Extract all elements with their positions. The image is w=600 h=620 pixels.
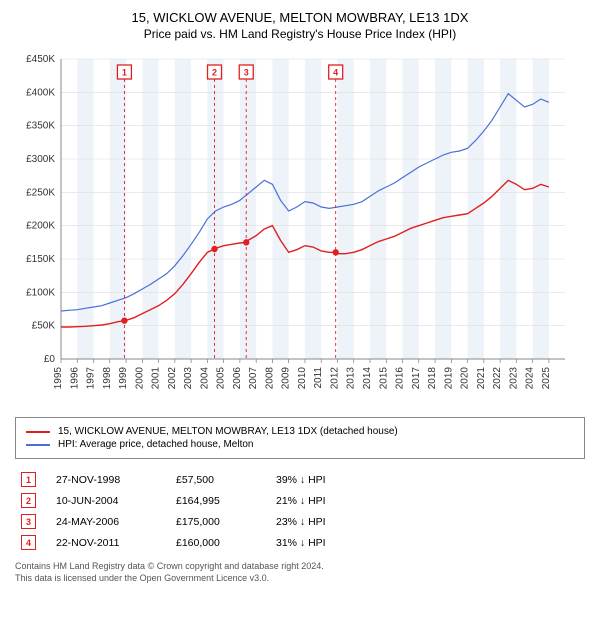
legend-swatch — [26, 444, 50, 446]
svg-text:2019: 2019 — [443, 367, 454, 390]
svg-text:2005: 2005 — [216, 367, 227, 390]
svg-text:2010: 2010 — [297, 367, 308, 390]
svg-text:£450K: £450K — [26, 54, 55, 65]
svg-text:£50K: £50K — [32, 321, 56, 332]
sale-marker: 4 — [21, 535, 36, 550]
sale-row: 1 27-NOV-1998 £57,500 39% ↓ HPI — [15, 469, 585, 490]
svg-text:2006: 2006 — [232, 367, 243, 390]
svg-text:2022: 2022 — [492, 367, 503, 390]
sale-row: 2 10-JUN-2004 £164,995 21% ↓ HPI — [15, 490, 585, 511]
svg-text:2020: 2020 — [460, 367, 471, 390]
legend: 15, WICKLOW AVENUE, MELTON MOWBRAY, LE13… — [15, 417, 585, 459]
svg-text:2015: 2015 — [378, 367, 389, 390]
svg-text:2024: 2024 — [525, 367, 536, 390]
svg-text:2001: 2001 — [151, 367, 162, 390]
svg-text:1997: 1997 — [86, 367, 97, 390]
svg-text:£100K: £100K — [26, 287, 55, 298]
svg-text:2: 2 — [212, 68, 217, 78]
svg-text:2021: 2021 — [476, 367, 487, 390]
sale-marker: 2 — [21, 493, 36, 508]
sale-row: 3 24-MAY-2006 £175,000 23% ↓ HPI — [15, 511, 585, 532]
svg-text:1: 1 — [122, 68, 127, 78]
svg-text:2012: 2012 — [329, 367, 340, 390]
svg-text:1996: 1996 — [69, 367, 80, 390]
sale-price: £164,995 — [176, 495, 256, 507]
svg-text:2008: 2008 — [264, 367, 275, 390]
svg-text:4: 4 — [333, 68, 338, 78]
sale-price: £175,000 — [176, 516, 256, 528]
svg-text:£0: £0 — [44, 354, 56, 365]
svg-text:2007: 2007 — [248, 367, 259, 390]
svg-text:£400K: £400K — [26, 87, 55, 98]
sale-date: 24-MAY-2006 — [56, 516, 156, 528]
sale-diff: 39% ↓ HPI — [276, 474, 366, 486]
legend-label: HPI: Average price, detached house, Melt… — [58, 439, 254, 450]
sale-diff: 23% ↓ HPI — [276, 516, 366, 528]
svg-text:2004: 2004 — [199, 367, 210, 390]
legend-swatch — [26, 431, 50, 433]
svg-text:2000: 2000 — [134, 367, 145, 390]
svg-text:2018: 2018 — [427, 367, 438, 390]
price-chart: £0 £50K £100K £150K £200K £250K £300K £350K £400… — [15, 49, 575, 409]
svg-text:2013: 2013 — [346, 367, 357, 390]
svg-text:1995: 1995 — [53, 367, 64, 390]
svg-text:2025: 2025 — [541, 367, 552, 390]
svg-text:2023: 2023 — [508, 367, 519, 390]
sale-date: 22-NOV-2011 — [56, 537, 156, 549]
svg-text:2017: 2017 — [411, 367, 422, 390]
chart-title: 15, WICKLOW AVENUE, MELTON MOWBRAY, LE13… — [15, 10, 585, 25]
footnote-line: Contains HM Land Registry data © Crown c… — [15, 561, 585, 573]
svg-text:2002: 2002 — [167, 367, 178, 390]
sale-diff: 31% ↓ HPI — [276, 537, 366, 549]
svg-text:2014: 2014 — [362, 367, 373, 390]
svg-text:1998: 1998 — [102, 367, 113, 390]
legend-label: 15, WICKLOW AVENUE, MELTON MOWBRAY, LE13… — [58, 426, 398, 437]
legend-item: HPI: Average price, detached house, Melt… — [26, 439, 574, 450]
svg-text:£350K: £350K — [26, 121, 55, 132]
svg-text:2003: 2003 — [183, 367, 194, 390]
svg-text:£250K: £250K — [26, 187, 55, 198]
legend-item: 15, WICKLOW AVENUE, MELTON MOWBRAY, LE13… — [26, 426, 574, 437]
footnote-line: This data is licensed under the Open Gov… — [15, 573, 585, 585]
svg-text:2011: 2011 — [313, 367, 324, 389]
sale-marker: 3 — [21, 514, 36, 529]
footnote: Contains HM Land Registry data © Crown c… — [15, 561, 585, 584]
svg-text:1999: 1999 — [118, 367, 129, 390]
sale-price: £160,000 — [176, 537, 256, 549]
sale-marker: 1 — [21, 472, 36, 487]
sale-price: £57,500 — [176, 474, 256, 486]
svg-text:£200K: £200K — [26, 221, 55, 232]
svg-text:2009: 2009 — [281, 367, 292, 390]
sale-diff: 21% ↓ HPI — [276, 495, 366, 507]
sale-row: 4 22-NOV-2011 £160,000 31% ↓ HPI — [15, 532, 585, 553]
svg-text:3: 3 — [244, 68, 249, 78]
sale-date: 27-NOV-1998 — [56, 474, 156, 486]
sale-date: 10-JUN-2004 — [56, 495, 156, 507]
sales-table: 1 27-NOV-1998 £57,500 39% ↓ HPI 2 10-JUN-2004… — [15, 469, 585, 553]
svg-text:2016: 2016 — [395, 367, 406, 390]
chart-subtitle: Price paid vs. HM Land Registry's House … — [15, 27, 585, 41]
svg-text:£300K: £300K — [26, 154, 55, 165]
svg-text:£150K: £150K — [26, 254, 55, 265]
chart-area: £0 £50K £100K £150K £200K £250K £300K £350K £400… — [15, 49, 585, 409]
